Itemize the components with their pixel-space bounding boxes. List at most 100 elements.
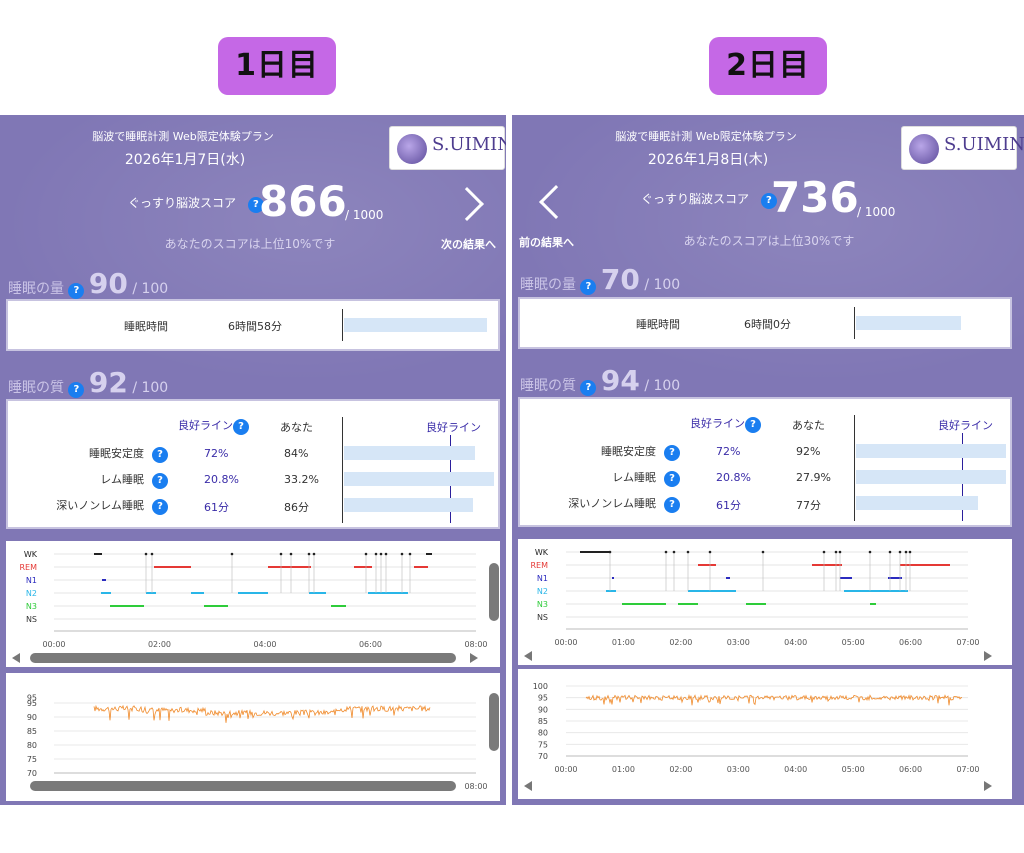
time-tick-label: 04:00: [253, 640, 276, 649]
metric-bar: [344, 498, 473, 512]
stage-label: N3: [26, 602, 37, 611]
plan-title: 脳波で睡眠計測 Web限定体験プラン: [615, 130, 797, 143]
day1-tag: 1日目: [218, 37, 336, 95]
score-denominator: / 1000: [345, 208, 384, 222]
wake-point: [408, 552, 412, 556]
help-icon[interactable]: ?: [580, 279, 597, 295]
wake-point: [230, 552, 234, 556]
logo-text: S.UIMIN: [432, 134, 506, 155]
wake-point: [364, 552, 368, 556]
help-icon[interactable]: ?: [152, 447, 168, 463]
help-icon[interactable]: ?: [664, 471, 680, 487]
chevron-left-icon[interactable]: [539, 185, 573, 219]
stage-label: NS: [537, 613, 548, 622]
scroll-left-icon[interactable]: [12, 653, 20, 663]
metric-bar: [344, 446, 475, 460]
help-icon[interactable]: ?: [247, 197, 264, 213]
help-icon[interactable]: ?: [664, 497, 680, 513]
help-icon[interactable]: ?: [233, 419, 249, 435]
help-icon[interactable]: ?: [664, 445, 680, 461]
wake-point: [384, 552, 388, 556]
horizontal-scrollbar[interactable]: [30, 653, 456, 663]
day2-tag: 2日目: [709, 37, 827, 95]
scroll-left-icon[interactable]: [524, 781, 532, 791]
spo2-tick-label: 80: [27, 741, 37, 750]
time-tick-label: 08:00: [464, 640, 487, 649]
horizontal-scrollbar[interactable]: [30, 781, 456, 791]
score-denominator: / 1000: [857, 205, 896, 219]
quantity-box: 睡眠時間 6時間0分: [518, 297, 1012, 349]
help-icon[interactable]: ?: [152, 499, 168, 515]
rank-text: あなたのスコアは上位30%です: [683, 234, 855, 248]
help-icon[interactable]: ?: [580, 380, 597, 396]
metric-label: 深いノンレム睡眠?: [568, 495, 680, 513]
spo2-svg: 100 95 90 85 80 75 70 00:00 01:00 02:00 03:00 04:00…: [533, 682, 980, 774]
wake-point: [761, 550, 765, 554]
time-tick-label: 03:00: [727, 638, 750, 647]
you-header: あなた: [280, 421, 313, 434]
your-value: 84%: [284, 447, 309, 460]
rank-text: あなたのスコアは上位10%です: [164, 237, 336, 251]
stage-label: N1: [537, 574, 548, 583]
sleep-time-bar: [344, 318, 487, 332]
metric-label: 睡眠安定度?: [89, 445, 168, 463]
spo2-chart: 100 95 90 85 80 75 70 00:00 01:00 02:00 03:00 04:00…: [518, 669, 1012, 799]
quality-box: 良好ライン? あなた 良好ライン 睡眠安定度? 72% 84% レム睡眠? 20.8% 3…: [6, 399, 500, 529]
time-tick-label: 02:00: [669, 765, 692, 774]
wake-point: [834, 550, 838, 554]
scroll-left-icon[interactable]: [524, 651, 532, 661]
metric-bar: [856, 496, 978, 510]
goal-line-label: 良好ライン: [426, 421, 481, 434]
help-icon[interactable]: ?: [68, 283, 85, 299]
time-tick-label: 00:00: [554, 765, 577, 774]
help-icon[interactable]: ?: [152, 473, 168, 489]
spo2-tick-label: 90: [538, 705, 548, 714]
suimin-logo: S.UIMIN: [901, 126, 1024, 170]
prev-result-button[interactable]: 前の結果へ: [519, 236, 574, 249]
hypnogram-svg: WK REM N1 N2 N3 NS 00:00 01:00 02:00 03:00 04:00 05…: [530, 548, 979, 647]
metric-bar: [856, 470, 1006, 484]
score-value: 866: [259, 177, 347, 226]
time-tick-label: 05:00: [842, 638, 865, 647]
scroll-right-icon[interactable]: [470, 653, 478, 663]
chevron-right-icon[interactable]: [450, 187, 484, 221]
help-icon[interactable]: ?: [760, 193, 777, 209]
vertical-scrollbar[interactable]: [489, 563, 499, 621]
scroll-right-icon[interactable]: [984, 651, 992, 661]
time-tick-label: 02:00: [669, 638, 692, 647]
day1-panel: 脳波で睡眠計測 Web限定体験プラン 2026年1月7日(水) S.UIMIN …: [0, 115, 506, 805]
time-tick-label: 02:00: [148, 640, 171, 649]
wake-point: [144, 552, 148, 556]
your-value: 86分: [284, 501, 309, 514]
good-line-value: 61分: [716, 499, 741, 512]
wake-point: [898, 550, 902, 554]
quantity-title: 睡眠の量 ? 90 / 100: [8, 267, 169, 300]
next-result-button[interactable]: 次の結果へ: [441, 238, 496, 251]
wake-point: [307, 552, 311, 556]
quality-box: 良好ライン? あなた 良好ライン 睡眠安定度? 72% 92% レム睡眠? 20.8% 2…: [518, 397, 1012, 527]
spo2-tick-label: 85: [27, 727, 37, 736]
wake-point: [279, 552, 283, 556]
wake-point: [708, 550, 712, 554]
time-tick-label: 07:00: [956, 765, 979, 774]
help-icon[interactable]: ?: [745, 417, 761, 433]
stage-label: REM: [530, 561, 548, 570]
spo2-tick-label: 90: [27, 713, 37, 722]
spo2-tick-label: 75: [27, 755, 37, 764]
time-tick-label: 00:00: [554, 638, 577, 647]
help-icon[interactable]: ?: [68, 382, 85, 398]
metric-bar: [344, 472, 494, 486]
stage-label: N2: [26, 589, 37, 598]
time-tick-label: 06:00: [899, 638, 922, 647]
scroll-right-icon[interactable]: [984, 781, 992, 791]
good-line-value: 61分: [204, 501, 229, 514]
wake-point: [312, 552, 316, 556]
time-tick-label: 01:00: [612, 638, 635, 647]
vertical-scrollbar[interactable]: [489, 693, 499, 751]
your-value: 33.2%: [284, 473, 319, 486]
sleep-time-label: 睡眠時間: [636, 318, 680, 331]
time-tick-label: 05:00: [842, 765, 865, 774]
good-line-value: 72%: [204, 447, 229, 460]
spo2-tick-label: 95: [27, 693, 37, 702]
